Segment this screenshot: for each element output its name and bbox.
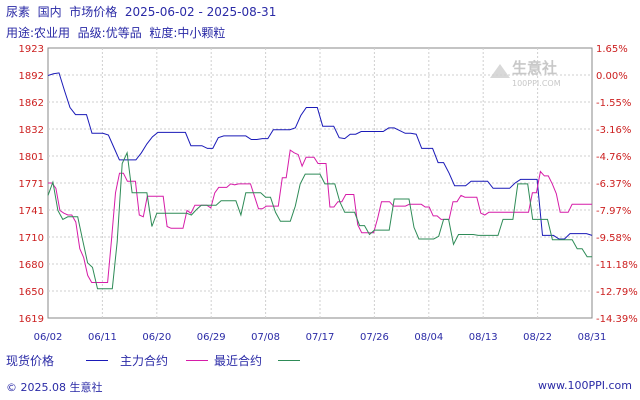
x-tick-label: 07/08	[251, 332, 280, 343]
legend-label-near: 最近合约	[214, 354, 263, 368]
y-tick-label-left: 1801	[19, 152, 44, 163]
series-line-0	[47, 72, 593, 240]
y-tick-label-right: -1.55%	[596, 98, 631, 109]
series-line-1	[48, 149, 592, 283]
y-tick-label-right: -6.37%	[596, 179, 631, 190]
y-tick-label-left: 1650	[19, 287, 44, 298]
x-tick-label: 08/22	[523, 332, 552, 343]
y-tick-label-right: -11.18%	[596, 260, 638, 271]
chart-subtitle: 用途:农业用 品级:优等品 粒度:中小颗粒	[6, 26, 226, 40]
x-tick-label: 06/29	[197, 332, 226, 343]
x-tick-label: 08/13	[469, 332, 498, 343]
x-tick-label: 08/31	[578, 332, 607, 343]
y-tick-label-right: -3.16%	[596, 125, 631, 136]
series-line-2	[47, 150, 592, 290]
watermark-brand: 生意社	[512, 59, 557, 77]
copyright-text: © 2025.08 生意社	[6, 381, 103, 394]
legend-swatch-near	[278, 360, 300, 361]
x-tick-label: 07/17	[306, 332, 335, 343]
x-tick-label: 08/04	[414, 332, 443, 343]
y-tick-label-right: 0.00%	[596, 71, 628, 82]
legend-label-spot: 现货价格	[6, 354, 55, 368]
x-tick-label: 06/02	[34, 332, 63, 343]
y-tick-label-right: -4.76%	[596, 152, 631, 163]
y-tick-label-right: -9.58%	[596, 233, 631, 244]
x-tick-label: 06/11	[88, 332, 117, 343]
legend-label-main: 主力合约	[120, 354, 169, 368]
y-tick-label-left: 1862	[19, 98, 44, 109]
x-tick-label: 06/20	[142, 332, 171, 343]
y-tick-label-left: 1741	[19, 206, 44, 217]
chart-title: 尿素 国内 市场价格 2025-06-02 - 2025-08-31	[6, 5, 277, 19]
site-link[interactable]: www.100PPI.com	[538, 379, 632, 392]
legend-swatch-main	[186, 360, 208, 361]
y-tick-label-right: -12.79%	[596, 287, 638, 298]
y-tick-label-left: 1710	[19, 233, 44, 244]
legend-swatch-spot	[86, 360, 108, 361]
watermark-domain: 100PPI.COM	[512, 79, 561, 88]
y-tick-label-left: 1680	[19, 260, 44, 271]
y-tick-label-right: -7.97%	[596, 206, 631, 217]
x-tick-label: 07/26	[360, 332, 389, 343]
y-tick-label-right: 1.65%	[596, 44, 628, 55]
y-tick-label-left: 1923	[19, 44, 44, 55]
y-tick-label-left: 1771	[19, 179, 44, 190]
y-tick-label-left: 1892	[19, 71, 44, 82]
y-tick-label-left: 1832	[19, 125, 44, 136]
y-tick-label-right: -14.39%	[596, 314, 638, 325]
y-tick-label-left: 1619	[19, 314, 44, 325]
